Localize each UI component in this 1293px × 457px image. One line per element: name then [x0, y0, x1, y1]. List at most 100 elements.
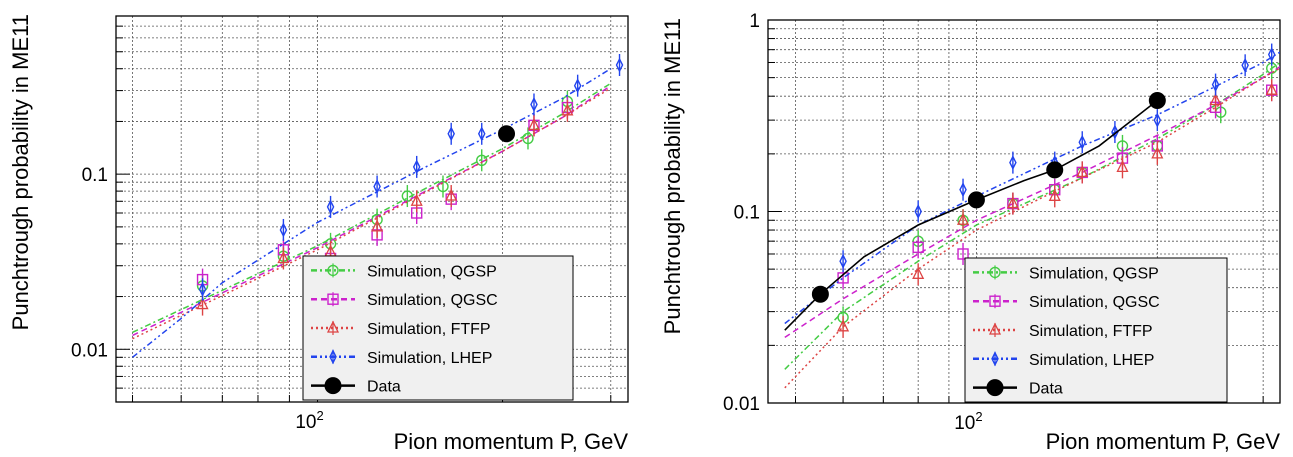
data-point	[957, 248, 969, 260]
data-point	[371, 219, 384, 232]
data-point	[527, 117, 541, 130]
data-point	[1046, 161, 1064, 179]
data-point	[522, 132, 534, 145]
legend-entry: Simulation, LHEP	[973, 351, 1154, 369]
x-tick-label-exponent: 2	[316, 408, 323, 423]
legend: Simulation, QGSP Simulation, QGSC Simulati…	[302, 255, 574, 401]
legend-entry: Simulation, QGSC	[311, 292, 498, 309]
legend-label: Simulation, QGSP	[367, 263, 497, 280]
data-point	[1076, 164, 1089, 178]
data-point	[912, 241, 924, 254]
series-data	[784, 91, 1166, 331]
legend-label: Simulation, FTFP	[1029, 323, 1153, 340]
series-simulation-lhep	[784, 43, 1280, 325]
legend-marker	[327, 293, 339, 305]
data-point	[914, 203, 922, 220]
data-point	[1009, 155, 1017, 171]
legend-label: Simulation, LHEP	[367, 350, 492, 367]
x-tick-label-base: 10	[954, 413, 975, 434]
legend-entry: Simulation, FTFP	[311, 320, 491, 338]
data-point	[437, 180, 449, 193]
data-point	[445, 188, 458, 201]
legend-marker	[989, 295, 1001, 307]
legend-marker	[329, 349, 337, 365]
data-point	[447, 126, 455, 142]
legend-marker	[991, 351, 999, 367]
legend-entry: Data	[973, 379, 1063, 398]
legend-entry: Simulation, LHEP	[311, 349, 492, 367]
legend-label: Simulation, QGSC	[367, 292, 498, 309]
data-point	[198, 281, 207, 297]
data-point	[412, 159, 421, 175]
legend-marker	[989, 266, 1001, 279]
series-curve	[784, 67, 1280, 389]
data-point	[530, 96, 538, 113]
data-point	[837, 319, 850, 332]
data-point	[956, 212, 970, 225]
data-point	[573, 78, 582, 94]
legend-label: Simulation, QGSC	[1029, 294, 1160, 311]
data-point	[1111, 124, 1119, 140]
series-curve	[132, 68, 612, 358]
x-tick-label-base: 10	[295, 412, 316, 433]
y-axis-label: Punchtrough probability in ME11	[660, 18, 685, 334]
series-simulation-ftfp	[784, 67, 1280, 389]
y-axis-label: Punchtrough probability in ME11	[8, 14, 33, 330]
y-tick-label: 0.01	[71, 340, 108, 361]
data-point	[1148, 91, 1166, 109]
axis-ticks	[116, 25, 612, 402]
data-point	[561, 103, 574, 116]
data-point	[477, 126, 486, 142]
data-point	[410, 193, 423, 206]
data-point	[967, 191, 985, 209]
data-point	[837, 272, 849, 284]
data-point	[1006, 196, 1019, 209]
legend-label: Data	[367, 379, 401, 396]
legend-entry: Simulation, FTFP	[973, 322, 1153, 340]
legend-marker	[327, 264, 339, 277]
data-point	[1151, 146, 1164, 159]
x-axis-label: Pion momentum P, GeV	[1046, 429, 1281, 454]
legend-marker	[986, 379, 1004, 397]
chart-left: 0.01 0.1 102 Pion momentum P, GeV Punchtroug…	[8, 14, 629, 454]
data-point	[1241, 57, 1249, 73]
data-point	[1267, 46, 1276, 63]
data-point	[326, 199, 335, 215]
data-point	[498, 125, 516, 143]
data-point	[1211, 77, 1220, 93]
legend-entry: Simulation, QGSP	[973, 265, 1159, 282]
legend-label: Simulation, QGSP	[1029, 265, 1159, 282]
data-point	[1153, 112, 1162, 128]
y-tick-label: 0.1	[734, 203, 760, 224]
y-tick-label: 0.01	[723, 394, 760, 415]
series-data	[498, 125, 516, 143]
legend-label: Simulation, LHEP	[1029, 352, 1154, 369]
plot-frame	[115, 15, 629, 403]
x-tick-label-exponent: 2	[975, 409, 982, 424]
legend-marker	[324, 377, 342, 395]
y-tick-label: 0.1	[82, 165, 108, 186]
series-curve	[784, 61, 1280, 370]
data-point	[959, 182, 967, 198]
chart-right: 0.01 0.1 1 102 Pion momentum P, GeV Punchtrou…	[660, 11, 1281, 454]
legend-entry: Data	[311, 377, 401, 396]
data-point	[279, 222, 288, 238]
data-point	[615, 57, 624, 73]
x-tick-label: 102	[954, 409, 982, 434]
data-point	[1048, 188, 1061, 201]
data-point	[839, 253, 847, 269]
data-point	[811, 285, 829, 303]
data-point	[1209, 93, 1222, 106]
data-point	[1265, 82, 1278, 95]
legend-marker	[326, 320, 340, 333]
legend-marker	[988, 322, 1002, 335]
x-axis-label: Pion momentum P, GeV	[394, 429, 629, 454]
series-simulation-lhep	[132, 54, 624, 358]
legend-label: Simulation, FTFP	[367, 321, 491, 338]
data-point	[1116, 159, 1129, 173]
legend: Simulation, QGSP Simulation, QGSC Simulati…	[964, 257, 1228, 403]
x-tick-label: 102	[295, 408, 323, 433]
data-point	[1078, 134, 1087, 150]
data-point	[912, 266, 925, 279]
data-point	[373, 178, 381, 195]
